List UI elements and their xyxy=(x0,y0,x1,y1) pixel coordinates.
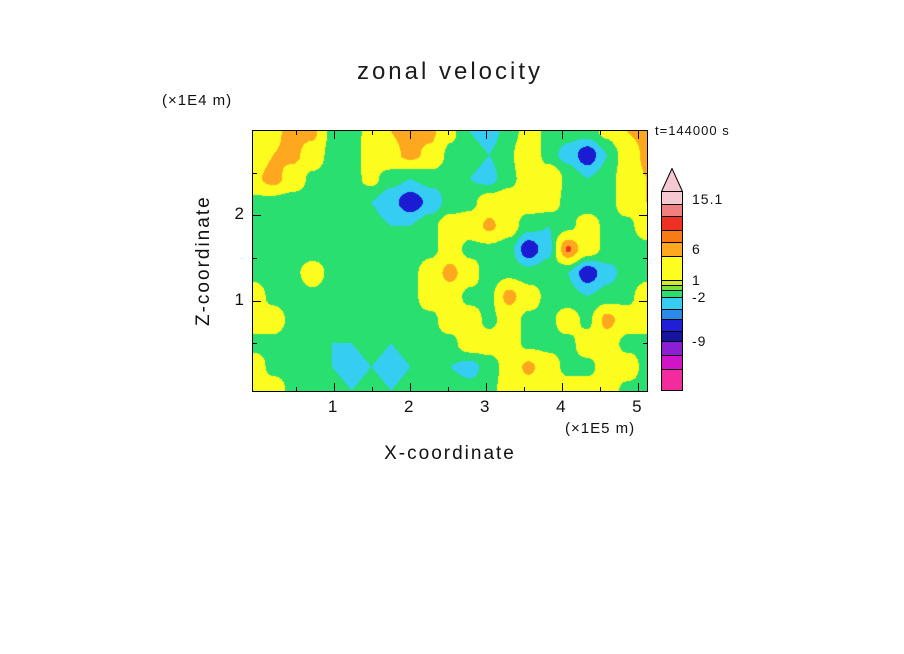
x-tick-label: 2 xyxy=(403,397,414,416)
colorbar-segment xyxy=(662,309,682,319)
x-tick-label: 5 xyxy=(632,397,642,416)
colorbar-tick-label: 6 xyxy=(692,241,701,257)
plot-area xyxy=(252,130,648,392)
colorbar-segment xyxy=(662,369,682,390)
y-tick-label: 1 xyxy=(234,289,244,309)
colorbar-segment xyxy=(662,290,682,297)
axis-ticks xyxy=(253,131,647,391)
chart-title: zonal velocity xyxy=(356,58,544,85)
colorbar-segment xyxy=(662,216,682,230)
contour-canvas xyxy=(253,131,647,391)
colorbar-segment xyxy=(662,331,682,341)
colorbar-tick-label: 15.1 xyxy=(692,191,724,207)
colorbar-segment xyxy=(662,297,682,309)
colorbar-tick-label: -2 xyxy=(692,289,707,305)
x-tick-label: 1 xyxy=(327,397,338,416)
colorbar-segment xyxy=(662,242,682,256)
colorbar-segment xyxy=(662,256,682,280)
colorbar-tick-label: 1 xyxy=(692,272,701,288)
colorbar xyxy=(660,167,684,391)
colorbar-segment xyxy=(662,341,682,355)
colorbar-tick-label: -9 xyxy=(692,333,707,349)
x-axis-units: (×1E5 m) xyxy=(565,420,636,437)
y-tick-label: 2 xyxy=(234,204,244,224)
x-tick-label: 3 xyxy=(480,397,490,416)
colorbar-segment xyxy=(662,230,682,242)
colorbar-segment xyxy=(662,319,682,331)
colorbar-arrow-icon xyxy=(660,167,684,192)
colorbar-segment xyxy=(662,285,682,290)
colorbar-segment xyxy=(662,192,682,204)
colorbar-segment xyxy=(662,355,682,369)
time-annotation: t=144000 s xyxy=(655,123,730,138)
y-axis-label: Z-coordinate xyxy=(193,195,214,327)
colorbar-segment xyxy=(662,204,682,216)
y-axis-units: (×1E4 m) xyxy=(162,92,233,109)
x-axis-label: X-coordinate xyxy=(384,443,516,464)
colorbar-segment xyxy=(662,280,682,285)
colorbar-segments xyxy=(661,192,683,391)
x-tick-label: 4 xyxy=(556,397,566,416)
